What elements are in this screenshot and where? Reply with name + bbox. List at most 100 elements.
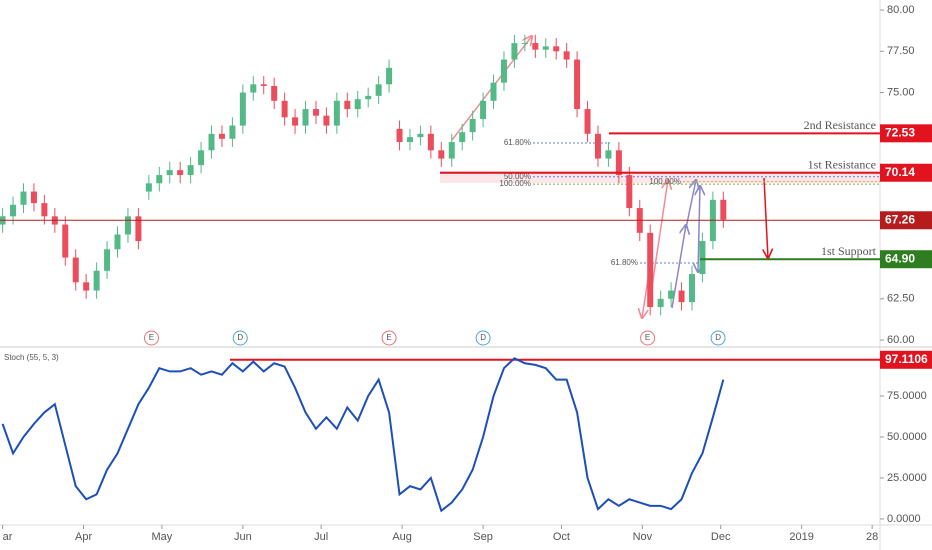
y-tick-label: 75.0000 bbox=[887, 390, 927, 402]
level-value-box bbox=[880, 163, 932, 182]
fib-label: 61.80% bbox=[504, 138, 531, 147]
candle-body bbox=[30, 191, 37, 204]
candle-body bbox=[114, 234, 121, 250]
candle-body bbox=[626, 175, 633, 209]
arrow bbox=[685, 180, 696, 229]
level-name: 2nd Resistance bbox=[804, 118, 876, 132]
x-tick-label: Sep bbox=[473, 531, 493, 543]
candle-body bbox=[605, 150, 612, 159]
arrow bbox=[671, 225, 686, 309]
candle-body bbox=[218, 133, 225, 139]
candle-body bbox=[302, 109, 309, 126]
level-value-box bbox=[880, 124, 932, 143]
x-tick-label: Dec bbox=[711, 531, 731, 543]
level-value: 97.1106 bbox=[885, 352, 928, 366]
candle-body bbox=[354, 99, 361, 110]
level-value: 70.14 bbox=[885, 165, 915, 179]
candle-body bbox=[62, 224, 69, 258]
event-label: E bbox=[149, 333, 154, 342]
candle-body bbox=[615, 150, 622, 176]
candle-body bbox=[469, 118, 476, 133]
candle-body bbox=[166, 170, 173, 176]
y-tick-label: 80.00 bbox=[887, 4, 915, 16]
x-tick-label: May bbox=[152, 531, 173, 543]
candle-body bbox=[417, 133, 424, 138]
fib-label: 61.80% bbox=[611, 258, 638, 267]
candle-body bbox=[260, 84, 267, 86]
candle-body bbox=[281, 100, 288, 118]
candle-body bbox=[657, 298, 664, 308]
level-value-box bbox=[880, 211, 932, 230]
candle-body bbox=[375, 84, 382, 96]
candle-body bbox=[490, 82, 497, 101]
candle-body bbox=[271, 85, 278, 101]
candle-body bbox=[668, 290, 675, 299]
candle-body bbox=[229, 125, 236, 139]
candle-body bbox=[396, 128, 403, 143]
candle-body bbox=[344, 100, 351, 110]
candle-body bbox=[532, 43, 539, 50]
event-marker bbox=[710, 330, 726, 346]
x-tick-label: Aug bbox=[392, 531, 412, 543]
event-label: E bbox=[386, 333, 391, 342]
event-marker bbox=[381, 330, 397, 346]
candle-body bbox=[20, 191, 27, 205]
candle-body bbox=[678, 290, 685, 303]
candle-body bbox=[177, 170, 184, 176]
arrow bbox=[764, 177, 768, 258]
fib-label: 100.00% bbox=[649, 177, 681, 186]
y-tick-label: 75.00 bbox=[887, 86, 915, 98]
candle-body bbox=[198, 150, 205, 166]
candle-body bbox=[480, 100, 487, 119]
level-value-box bbox=[880, 350, 932, 369]
candle-body bbox=[521, 43, 528, 45]
candle-body bbox=[584, 109, 591, 134]
candle-body bbox=[699, 241, 706, 275]
arrow bbox=[698, 186, 700, 272]
candle-body bbox=[239, 92, 246, 126]
candle-body bbox=[647, 232, 654, 308]
candle-body bbox=[41, 203, 48, 217]
candle-body bbox=[594, 133, 601, 159]
x-tick-label: Apr bbox=[75, 531, 92, 543]
candle-body bbox=[574, 59, 581, 110]
y-tick-label: 50.0000 bbox=[887, 431, 927, 443]
event-label: D bbox=[715, 333, 721, 342]
event-marker bbox=[475, 330, 491, 346]
level-value: 64.90 bbox=[885, 251, 915, 265]
candle-body bbox=[83, 282, 90, 291]
candle-body bbox=[187, 165, 194, 176]
x-tick-label: 28 bbox=[866, 531, 878, 543]
y-tick-label: 60.00 bbox=[887, 334, 915, 346]
fib-label: 100.00% bbox=[499, 179, 531, 188]
event-label: D bbox=[480, 333, 486, 342]
candle-body bbox=[135, 216, 142, 242]
event-label: E bbox=[645, 333, 650, 342]
x-tick-label: ar bbox=[3, 531, 13, 543]
x-tick-label: Jul bbox=[314, 531, 328, 543]
candle-body bbox=[208, 133, 215, 151]
stoch-line bbox=[1, 357, 725, 513]
event-marker bbox=[640, 330, 656, 346]
candle-body bbox=[386, 67, 393, 85]
candle-body bbox=[688, 274, 695, 303]
candle-body bbox=[459, 132, 466, 143]
candle-body bbox=[333, 100, 340, 126]
x-tick-label: Oct bbox=[553, 531, 570, 543]
level-value: 67.26 bbox=[885, 212, 915, 226]
candle-body bbox=[553, 46, 560, 52]
candle-body bbox=[156, 175, 163, 184]
candle-body bbox=[448, 142, 455, 159]
level-name: 1st Support bbox=[821, 244, 877, 258]
candle-body bbox=[104, 249, 111, 271]
indicator-title: Stoch (55, 5, 3) bbox=[4, 353, 59, 362]
y-tick-label: 62.50 bbox=[887, 293, 915, 305]
event-marker bbox=[143, 330, 159, 346]
candle-body bbox=[145, 183, 152, 192]
resistance-zone bbox=[440, 171, 880, 183]
candle-body bbox=[292, 117, 299, 126]
x-tick-label: Nov bbox=[633, 531, 653, 543]
level-value-box bbox=[880, 250, 932, 269]
